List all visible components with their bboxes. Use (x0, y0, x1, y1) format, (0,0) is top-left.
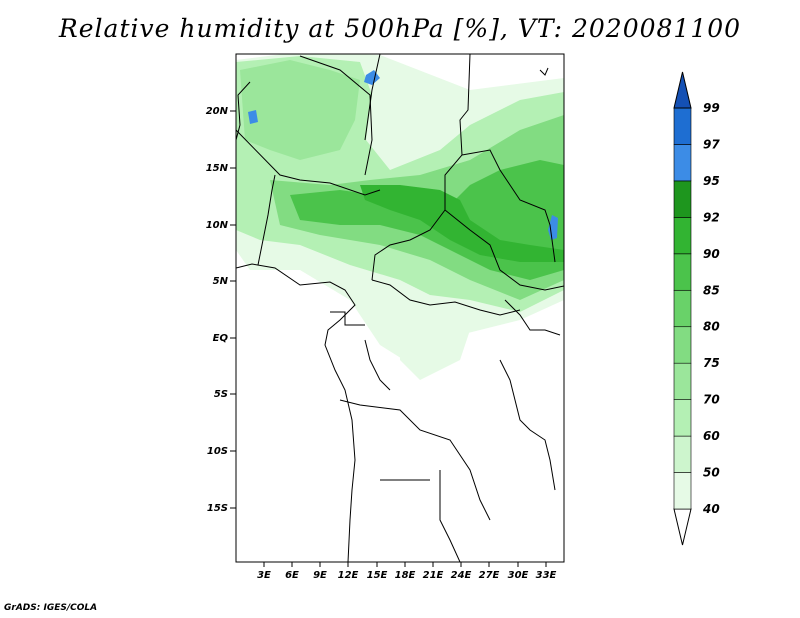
grads-credit: GrADS: IGES/COLA (4, 603, 98, 613)
country-borders (236, 54, 564, 562)
lat-label: 5N (213, 276, 229, 287)
lon-label: 15E (367, 570, 388, 581)
colorbar-level-label: 85 (703, 283, 720, 297)
lon-label: 30E (508, 570, 529, 581)
colorbar-segment (673, 180, 692, 218)
colorbar-lower-triangle (673, 508, 692, 546)
humidity-zone-95-97 (548, 215, 558, 240)
colorbar-segment (673, 399, 692, 437)
lat-axis: 20N 15N 10N 5N EQ 5S 10S 15S (206, 106, 236, 514)
colorbar-segment (673, 362, 692, 400)
lon-axis: 3E 6E 9E 12E 15E 18E 21E 24E 27E 30E 33E (257, 562, 557, 581)
colorbar-segment (673, 326, 692, 364)
colorbar-level-label: 75 (703, 356, 720, 370)
lat-label: 15S (207, 503, 228, 514)
colorbar-level-label: 95 (703, 174, 720, 188)
colorbar-segments (673, 71, 692, 546)
lat-label: 10N (206, 220, 229, 231)
colorbar-segment (673, 144, 692, 182)
lon-label: 3E (257, 570, 271, 581)
colorbar-labels: 40 50 60 70 75 80 85 90 92 95 97 99 (702, 101, 720, 516)
lon-label: 24E (451, 570, 472, 581)
colorbar-level-label: 60 (703, 429, 720, 443)
lat-label: 15N (206, 163, 229, 174)
humidity-zone-95-97-c (248, 110, 258, 124)
colorbar-level-label: 80 (703, 320, 720, 334)
humidity-zone-40-60-b (400, 320, 470, 380)
lat-label: 10S (207, 446, 228, 457)
colorbar-segment (673, 107, 692, 145)
lon-label: 9E (313, 570, 327, 581)
colorbar-segment (673, 435, 692, 473)
colorbar-level-label: 92 (703, 210, 720, 224)
colorbar-level-label: 40 (702, 502, 720, 516)
colorbar-segment (673, 472, 692, 510)
lat-label: 5S (214, 389, 228, 400)
colorbar-segment (673, 289, 692, 328)
colorbar-level-label: 99 (703, 101, 720, 115)
colorbar-level-label: 90 (703, 247, 720, 261)
colorbar-level-label: 70 (703, 393, 720, 407)
lon-label: 21E (423, 570, 444, 581)
humidity-zone-75-85 (240, 60, 360, 160)
colorbar-upper-triangle (673, 71, 692, 109)
map-frame (235, 53, 565, 563)
humidity-field (236, 54, 564, 380)
lat-label: 20N (206, 106, 229, 117)
lon-label: 12E (338, 570, 359, 581)
lon-label: 27E (479, 570, 500, 581)
colorbar-level-label: 97 (703, 137, 720, 151)
lat-label: EQ (213, 333, 229, 344)
map-title: Relative humidity at 500hPa [%], VT: 202… (58, 14, 742, 43)
colorbar-segment (673, 217, 692, 255)
lon-label: 18E (395, 570, 416, 581)
lon-label: 33E (536, 570, 557, 581)
colorbar-level-label: 50 (703, 466, 720, 480)
lon-label: 6E (285, 570, 299, 581)
colorbar-segment (673, 253, 692, 291)
